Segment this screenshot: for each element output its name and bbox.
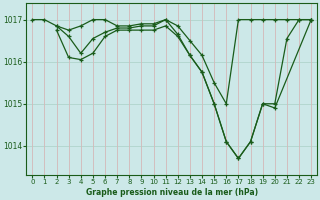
X-axis label: Graphe pression niveau de la mer (hPa): Graphe pression niveau de la mer (hPa) <box>86 188 258 197</box>
